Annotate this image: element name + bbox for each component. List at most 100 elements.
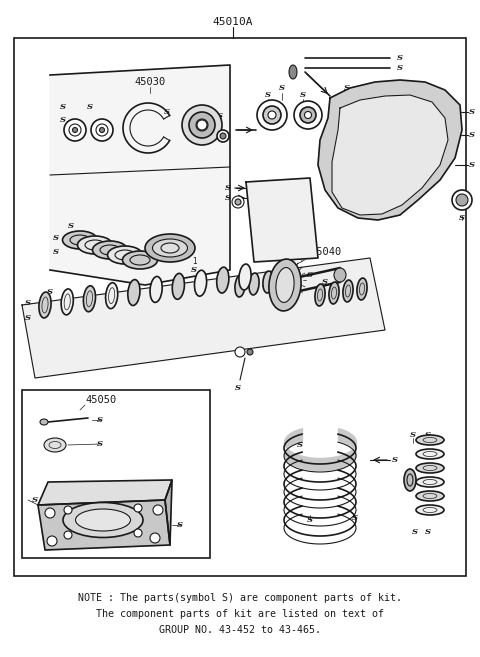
Text: S: S bbox=[297, 441, 303, 449]
Ellipse shape bbox=[329, 282, 339, 304]
Ellipse shape bbox=[249, 273, 259, 295]
Bar bbox=[22, 390, 210, 558]
Text: S: S bbox=[344, 84, 350, 92]
Ellipse shape bbox=[456, 194, 468, 206]
Text: S: S bbox=[32, 496, 38, 504]
Ellipse shape bbox=[196, 119, 208, 131]
Ellipse shape bbox=[235, 347, 245, 357]
Text: S: S bbox=[60, 116, 66, 124]
Text: S: S bbox=[247, 274, 253, 282]
Ellipse shape bbox=[416, 505, 444, 515]
Text: S: S bbox=[397, 54, 403, 62]
Ellipse shape bbox=[128, 280, 140, 306]
Text: S: S bbox=[47, 288, 53, 296]
Ellipse shape bbox=[61, 289, 73, 315]
Ellipse shape bbox=[69, 124, 81, 136]
Ellipse shape bbox=[64, 119, 86, 141]
Ellipse shape bbox=[294, 101, 322, 129]
Text: S: S bbox=[425, 431, 431, 439]
Text: 1: 1 bbox=[192, 258, 196, 267]
Text: S: S bbox=[217, 112, 223, 120]
Text: S: S bbox=[25, 314, 31, 322]
Text: S: S bbox=[322, 278, 328, 286]
Polygon shape bbox=[38, 500, 170, 550]
Ellipse shape bbox=[257, 100, 287, 130]
Ellipse shape bbox=[268, 111, 276, 119]
Ellipse shape bbox=[63, 503, 143, 537]
Ellipse shape bbox=[39, 292, 51, 318]
Text: S: S bbox=[424, 84, 430, 92]
Text: S: S bbox=[53, 234, 59, 242]
Ellipse shape bbox=[235, 275, 245, 297]
Ellipse shape bbox=[404, 469, 416, 491]
Text: 45030: 45030 bbox=[134, 77, 166, 87]
Ellipse shape bbox=[343, 280, 353, 302]
Polygon shape bbox=[246, 178, 318, 262]
Text: S: S bbox=[225, 194, 231, 202]
Polygon shape bbox=[165, 480, 172, 545]
Ellipse shape bbox=[145, 234, 195, 262]
Text: S: S bbox=[225, 184, 231, 192]
Ellipse shape bbox=[452, 190, 472, 210]
Ellipse shape bbox=[217, 130, 229, 142]
Ellipse shape bbox=[91, 119, 113, 141]
Text: S: S bbox=[265, 91, 271, 99]
Ellipse shape bbox=[247, 349, 253, 355]
Ellipse shape bbox=[416, 477, 444, 487]
Circle shape bbox=[153, 505, 163, 515]
Text: S: S bbox=[469, 131, 475, 139]
Ellipse shape bbox=[300, 107, 316, 123]
Text: S: S bbox=[469, 161, 475, 169]
Ellipse shape bbox=[304, 112, 312, 118]
Ellipse shape bbox=[122, 251, 157, 269]
Bar bbox=[14, 38, 466, 576]
Ellipse shape bbox=[106, 283, 118, 309]
Ellipse shape bbox=[75, 509, 131, 531]
Ellipse shape bbox=[172, 273, 184, 300]
Ellipse shape bbox=[108, 246, 143, 264]
Polygon shape bbox=[22, 258, 385, 378]
Polygon shape bbox=[38, 480, 172, 505]
Ellipse shape bbox=[153, 239, 188, 257]
Circle shape bbox=[47, 536, 57, 546]
Ellipse shape bbox=[189, 112, 215, 138]
Text: S: S bbox=[297, 456, 303, 464]
Ellipse shape bbox=[40, 419, 48, 425]
Ellipse shape bbox=[276, 267, 294, 302]
Ellipse shape bbox=[315, 284, 325, 306]
Text: NOTE : The parts(symbol S) are component parts of kit.: NOTE : The parts(symbol S) are component… bbox=[78, 593, 402, 603]
Ellipse shape bbox=[416, 435, 444, 445]
Circle shape bbox=[64, 506, 72, 514]
Ellipse shape bbox=[416, 463, 444, 473]
Ellipse shape bbox=[194, 270, 206, 296]
Ellipse shape bbox=[99, 127, 105, 133]
Text: S: S bbox=[300, 91, 306, 99]
Circle shape bbox=[45, 508, 55, 518]
Text: S: S bbox=[425, 528, 431, 536]
Text: S: S bbox=[469, 108, 475, 116]
Text: 45010A: 45010A bbox=[213, 17, 253, 27]
Polygon shape bbox=[332, 95, 448, 215]
Text: 45050: 45050 bbox=[85, 395, 116, 405]
Polygon shape bbox=[50, 65, 230, 285]
Text: S: S bbox=[279, 84, 285, 92]
Ellipse shape bbox=[220, 133, 226, 139]
Text: S: S bbox=[459, 214, 465, 222]
Circle shape bbox=[64, 531, 72, 539]
Circle shape bbox=[134, 504, 142, 512]
Text: S: S bbox=[53, 248, 59, 256]
Text: S: S bbox=[307, 271, 313, 279]
Ellipse shape bbox=[269, 259, 301, 311]
Text: S: S bbox=[25, 299, 31, 307]
Text: S: S bbox=[410, 431, 416, 439]
Ellipse shape bbox=[235, 199, 241, 205]
Ellipse shape bbox=[334, 268, 346, 282]
Polygon shape bbox=[318, 80, 462, 220]
Ellipse shape bbox=[263, 106, 281, 124]
Ellipse shape bbox=[96, 124, 108, 136]
Text: S: S bbox=[262, 281, 268, 289]
Text: S: S bbox=[352, 514, 358, 522]
Text: S: S bbox=[177, 521, 183, 529]
Ellipse shape bbox=[150, 277, 162, 302]
Circle shape bbox=[197, 120, 207, 130]
